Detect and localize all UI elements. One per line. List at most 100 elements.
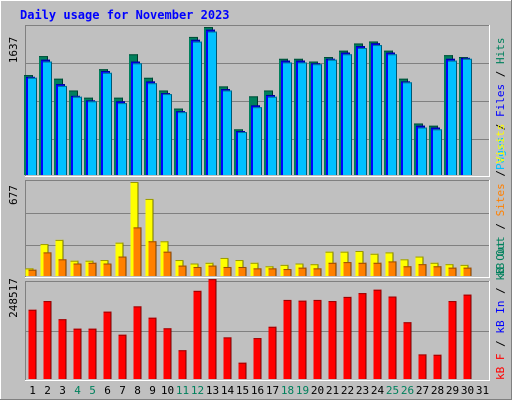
x-tick-label: 13: [206, 384, 219, 397]
bar-pages-day-28: [433, 129, 442, 175]
bar-kbin-day-24: [373, 289, 382, 379]
bar-kbin-day-15: [238, 362, 247, 379]
bar-sites-day-15: [238, 266, 247, 276]
bar-sites-day-17: [268, 268, 277, 276]
bar-sites-day-21: [328, 262, 337, 276]
legend-kbout-bot: kB Out: [494, 241, 507, 281]
x-tick-label: 9: [149, 384, 156, 397]
bar-pages-day-4: [73, 96, 82, 175]
bar-kbin-day-18: [283, 299, 292, 379]
x-tick-label: 10: [161, 384, 174, 397]
bar-kbin-day-29: [448, 301, 457, 379]
bar-pages-day-26: [403, 82, 412, 175]
x-tick-label: 2: [44, 384, 51, 397]
x-tick-label: 17: [266, 384, 279, 397]
bar-sites-day-5: [88, 262, 97, 276]
x-tick-label: 14: [221, 384, 235, 397]
x-tick-label: 23: [356, 384, 369, 397]
x-tick-label: 15: [236, 384, 249, 397]
bar-kbin-day-8: [133, 306, 142, 379]
bar-sites-day-1: [28, 269, 37, 276]
bar-sites-day-25: [388, 261, 397, 276]
bar-kbin-day-21: [328, 301, 337, 379]
legend-kbin: kB In: [494, 301, 507, 334]
legend-pages: Pages: [494, 137, 507, 170]
x-tick-label: 31: [476, 384, 489, 397]
x-tick-label: 3: [59, 384, 66, 397]
bar-pages-day-25: [388, 54, 397, 175]
bar-kbin-day-4: [73, 328, 82, 379]
x-tick-label: 11: [176, 384, 189, 397]
bar-sites-day-23: [358, 262, 367, 276]
bar-pages-day-24: [373, 45, 382, 176]
bar-pages-day-16: [253, 107, 262, 175]
bar-visits-day-9: [145, 198, 154, 276]
bar-pages-day-13: [208, 31, 217, 176]
bar-kbin-day-28: [433, 354, 442, 379]
bar-pages-day-6: [103, 72, 112, 175]
bar-pages-day-19: [298, 62, 307, 175]
bar-pages-day-20: [313, 64, 322, 175]
bar-pages-day-2: [43, 61, 52, 175]
x-tick-label: 30: [461, 384, 474, 397]
bar-sites-day-27: [418, 264, 427, 276]
bar-sites-day-12: [193, 266, 202, 276]
bar-kbin-day-2: [43, 301, 52, 379]
bar-kbin-day-27: [418, 354, 427, 379]
bar-pages-day-8: [133, 63, 142, 176]
x-tick-label: 28: [431, 384, 444, 397]
x-tick-label: 26: [401, 384, 414, 397]
bar-kbin-day-1: [28, 309, 37, 379]
bar-sites-day-14: [223, 266, 232, 276]
bar-sites-day-29: [448, 267, 457, 276]
bar-pages-day-9: [148, 83, 157, 175]
bar-pages-day-15: [238, 132, 247, 175]
bar-sites-day-4: [73, 263, 82, 276]
bar-kbin-day-20: [313, 299, 322, 379]
x-tick-label: 4: [74, 384, 81, 397]
x-tick-label: 24: [371, 384, 385, 397]
ymax-label-bot: 248517: [7, 278, 20, 318]
bar-kbin-day-22: [343, 296, 352, 379]
ymax-label-mid: 677: [7, 185, 20, 205]
bar-sites-day-22: [343, 262, 352, 276]
bar-kbin-day-6: [103, 311, 112, 379]
bar-pages-day-12: [193, 41, 202, 176]
bar-sites-day-13: [208, 265, 217, 276]
bar-sites-day-24: [373, 262, 382, 276]
x-tick-label: 29: [446, 384, 459, 397]
bar-kbin-day-26: [403, 322, 412, 379]
legend-top: Pages / Files / Hits: [494, 38, 507, 171]
bar-kbin-day-25: [388, 296, 397, 379]
x-tick-label: 5: [89, 384, 96, 397]
bar-pages-day-22: [343, 54, 352, 175]
bar-pages-day-14: [223, 90, 232, 175]
x-tick-label: 16: [251, 384, 264, 397]
x-tick-label: 27: [416, 384, 429, 397]
x-tick-label: 19: [296, 384, 309, 397]
x-tick-label: 6: [104, 384, 111, 397]
legend-bot: kB F / kB In / kB Out: [494, 241, 507, 380]
legend-kbf: kB F: [494, 354, 507, 381]
bar-kbin-day-5: [88, 328, 97, 379]
bar-sites-day-6: [103, 263, 112, 276]
ymax-label-top: 1637: [7, 37, 20, 64]
bar-kbin-day-10: [163, 328, 172, 379]
bar-pages-day-1: [28, 77, 37, 175]
bar-pages-day-29: [448, 60, 457, 175]
bar-kbin-day-3: [58, 319, 67, 379]
bar-sites-day-16: [253, 268, 262, 276]
bar-kbin-day-11: [178, 350, 187, 379]
x-tick-label: 22: [341, 384, 354, 397]
bar-pages-day-21: [328, 59, 337, 175]
bar-sites-day-30: [463, 267, 472, 276]
bar-kbin-day-23: [358, 293, 367, 379]
bar-pages-day-30: [463, 58, 472, 176]
bar-sites-day-18: [283, 269, 292, 276]
legend-sites: Sites: [494, 183, 507, 216]
visits-sites-panel: [25, 180, 490, 278]
x-tick-label: 12: [191, 384, 204, 397]
bar-visits-day-3: [55, 239, 64, 276]
legend-files: Files: [494, 84, 507, 117]
bar-sites-day-28: [433, 266, 442, 276]
